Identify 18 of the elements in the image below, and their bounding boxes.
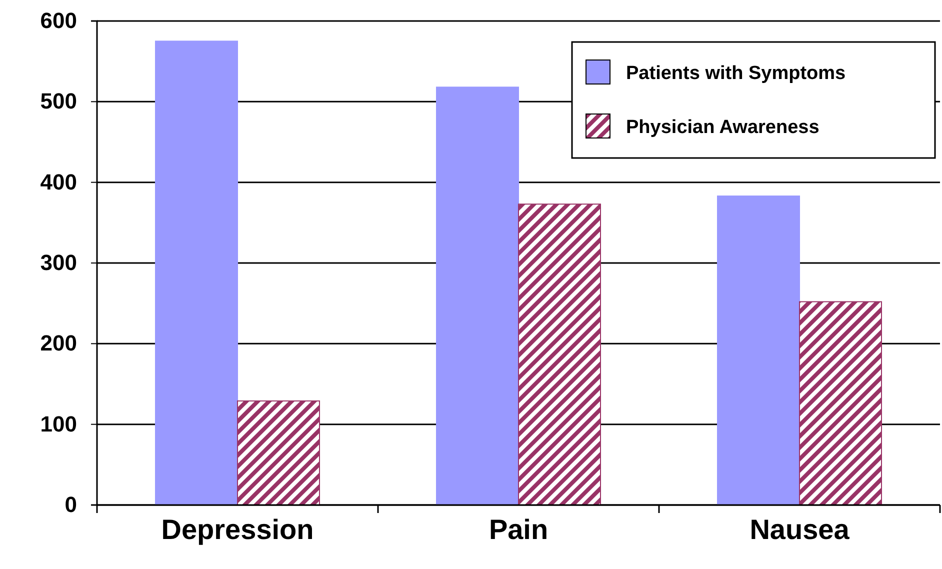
x-tick-label: Depression <box>161 514 314 545</box>
bar <box>436 86 519 506</box>
y-tick-label: 200 <box>40 330 77 356</box>
bar <box>717 196 800 506</box>
bar <box>237 400 320 506</box>
y-tick-label: 500 <box>40 88 77 114</box>
y-tick-label: 400 <box>40 169 77 194</box>
y-tick-label: 600 <box>40 8 77 34</box>
bar <box>155 40 238 506</box>
bar <box>518 204 601 506</box>
x-tick-label: Pain <box>488 514 548 545</box>
y-tick-label: 0 <box>64 492 77 518</box>
x-tick-label: Nausea <box>750 514 850 545</box>
y-tick-label: 300 <box>40 250 77 276</box>
y-tick-label: 100 <box>40 411 77 436</box>
legend-label: Physician Awareness <box>626 117 820 138</box>
bar <box>799 301 882 506</box>
legend-label: Patients with Symptoms <box>626 63 846 84</box>
